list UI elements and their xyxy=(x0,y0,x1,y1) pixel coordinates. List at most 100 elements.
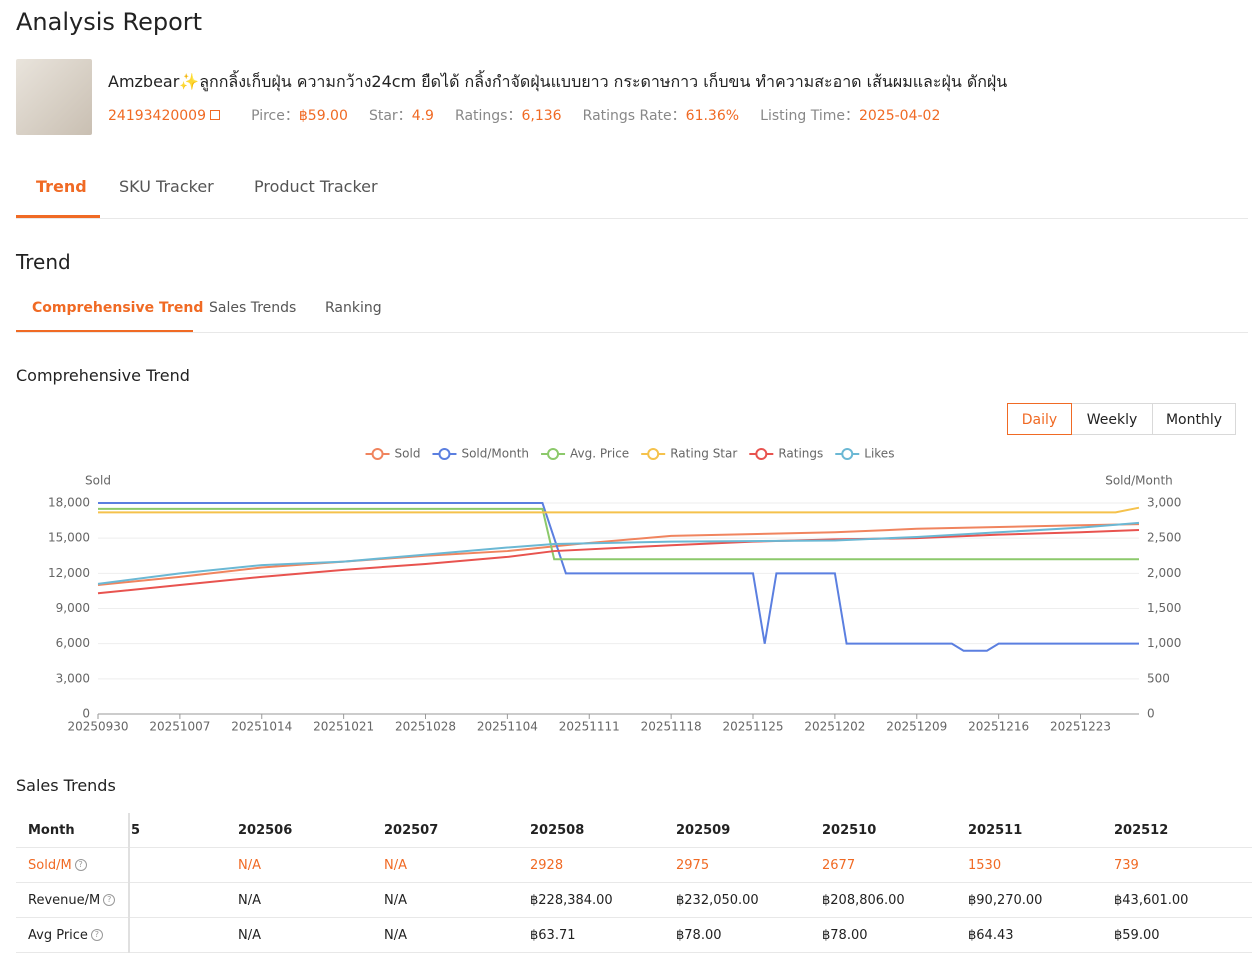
header-cell: 202511 xyxy=(960,813,1106,848)
x-tick-label: 20251223 xyxy=(1050,720,1111,734)
line xyxy=(98,507,1139,561)
y2-tick-label: 0 xyxy=(1147,707,1155,721)
y2-axis-label: Sold/Month xyxy=(1105,474,1173,488)
cell: ฿78.00 xyxy=(668,917,814,953)
legend-label: Rating Star xyxy=(670,447,737,461)
header-row: Month 5 202506 202507 202508 202509 202510 2025… xyxy=(16,813,1252,848)
legend: Sold Sold/Month Avg. Price Rating Star Ratin… xyxy=(365,447,894,461)
cell: N/A xyxy=(230,882,376,918)
divider xyxy=(16,218,1248,219)
x-tick-label: 20251014 xyxy=(231,720,292,734)
x-tick-label: 20251104 xyxy=(477,720,538,734)
subtab[interactable]: Sales Trends xyxy=(209,300,297,316)
chart: 0 3,000 6,000 9,000 12,000 15,000 18,000 0 500 1,… xyxy=(48,447,1181,734)
cell: N/A xyxy=(376,882,522,918)
legend-label: Avg. Price xyxy=(570,447,629,461)
y2-tick-label: 1,000 xyxy=(1147,636,1181,650)
subtab[interactable]: Ranking xyxy=(325,300,382,316)
product-name: Amzbear✨ลูกกลิ้งเก็บฝุ่น ความกว้าง24cm ย… xyxy=(108,72,1008,91)
cell: ฿59.00 xyxy=(1106,917,1252,953)
y-tick-label: 3,000 xyxy=(56,671,90,685)
y2-tick-label: 1,500 xyxy=(1147,601,1181,615)
legend-label: Likes xyxy=(864,447,894,461)
period-button[interactable]: Weekly xyxy=(1071,403,1153,435)
help-icon: ? xyxy=(74,859,87,871)
legend-item[interactable]: Sold/Month xyxy=(432,447,529,461)
line xyxy=(97,521,1140,585)
cell: N/A xyxy=(376,847,522,883)
help-icon: ? xyxy=(90,929,103,941)
header-cell: 202506 xyxy=(230,813,376,848)
price: ฿59.00 xyxy=(298,108,348,124)
legend-label: Sold/Month xyxy=(461,447,529,461)
header-cell: 202509 xyxy=(668,813,814,848)
ratings: 6,136 xyxy=(521,108,562,124)
line xyxy=(97,523,1140,587)
header-cell: 202507 xyxy=(376,813,522,848)
legend-label: Sold xyxy=(395,447,421,461)
ratings-rate-label: Ratings Rate： xyxy=(582,108,686,124)
legend-item[interactable]: Rating Star xyxy=(641,447,737,461)
legend-marker xyxy=(755,448,768,460)
divider xyxy=(16,332,1248,333)
row-label: Revenue/M? xyxy=(16,882,130,918)
y2-tick-label: 2,500 xyxy=(1147,531,1181,545)
y-axis-label: Sold xyxy=(85,474,111,488)
legend-marker xyxy=(647,448,660,460)
legend-item[interactable]: Sold xyxy=(365,447,421,461)
y2-tick-label: 3,000 xyxy=(1147,496,1181,510)
tab[interactable]: Trend xyxy=(36,177,87,196)
product-meta: 24193420009 Pirce：฿59.00 Star：4.9 Rating… xyxy=(108,105,940,125)
legend-item[interactable]: Likes xyxy=(835,447,894,461)
external-link-icon[interactable] xyxy=(209,110,220,120)
ratings-label: Ratings： xyxy=(455,108,522,124)
product-image[interactable] xyxy=(16,59,92,135)
product-id[interactable]: 24193420009 xyxy=(108,108,206,124)
legend-label: Ratings xyxy=(778,447,823,461)
y-tick-label: 15,000 xyxy=(48,531,90,545)
cell: ฿228,384.00 xyxy=(522,882,668,918)
header-cell: 5 xyxy=(129,813,230,848)
legend-marker xyxy=(371,448,384,460)
x-tick-label: 20251125 xyxy=(722,720,783,734)
row-label-text: Avg Price xyxy=(28,927,88,943)
table-row: Avg Price? N/A N/A ฿63.71 ฿78.00 ฿78.00 ฿64.43… xyxy=(16,917,1252,953)
legend-marker xyxy=(438,448,451,460)
legend-item[interactable]: Ratings xyxy=(749,447,823,461)
y-tick-label: 6,000 xyxy=(56,636,90,650)
row-label-text: Sold/M xyxy=(28,857,72,873)
x-tick-label: 20250930 xyxy=(67,720,128,734)
cell: 2677 xyxy=(814,847,960,883)
tab[interactable]: Product Tracker xyxy=(254,177,378,196)
clipped-cell xyxy=(129,917,230,953)
cell: ฿208,806.00 xyxy=(814,882,960,918)
legend-item[interactable]: Avg. Price xyxy=(541,447,629,461)
cell: ฿64.43 xyxy=(960,917,1106,953)
price-label: Pirce： xyxy=(251,108,299,124)
table-row: Revenue/M? N/A N/A ฿228,384.00 ฿232,050.00 ฿2… xyxy=(16,882,1252,918)
line xyxy=(97,528,1140,595)
tab[interactable]: SKU Tracker xyxy=(119,177,214,196)
star: 4.9 xyxy=(411,108,434,124)
line xyxy=(98,506,1140,514)
period-button[interactable]: Daily xyxy=(1007,403,1072,435)
period-button[interactable]: Monthly xyxy=(1152,403,1236,435)
cell: 2928 xyxy=(522,847,668,883)
cell: N/A xyxy=(230,917,376,953)
x-tick-label: 20251007 xyxy=(149,720,210,734)
y2-tick-label: 500 xyxy=(1147,671,1170,685)
tab-underline xyxy=(16,215,100,218)
x-tick-label: 20251021 xyxy=(313,720,374,734)
y-tick-label: 0 xyxy=(82,707,90,721)
header-cell: 202510 xyxy=(814,813,960,848)
y-tick-label: 18,000 xyxy=(48,496,90,510)
cell: ฿63.71 xyxy=(522,917,668,953)
cell: ฿90,270.00 xyxy=(960,882,1106,918)
chart-title: Comprehensive Trend xyxy=(16,366,190,385)
cell: ฿43,601.00 xyxy=(1106,882,1252,918)
row-label: Avg Price? xyxy=(16,917,130,953)
header-cell: Month xyxy=(16,813,130,848)
subtab[interactable]: Comprehensive Trend xyxy=(32,300,204,316)
x-tick-label: 20251118 xyxy=(641,720,702,734)
